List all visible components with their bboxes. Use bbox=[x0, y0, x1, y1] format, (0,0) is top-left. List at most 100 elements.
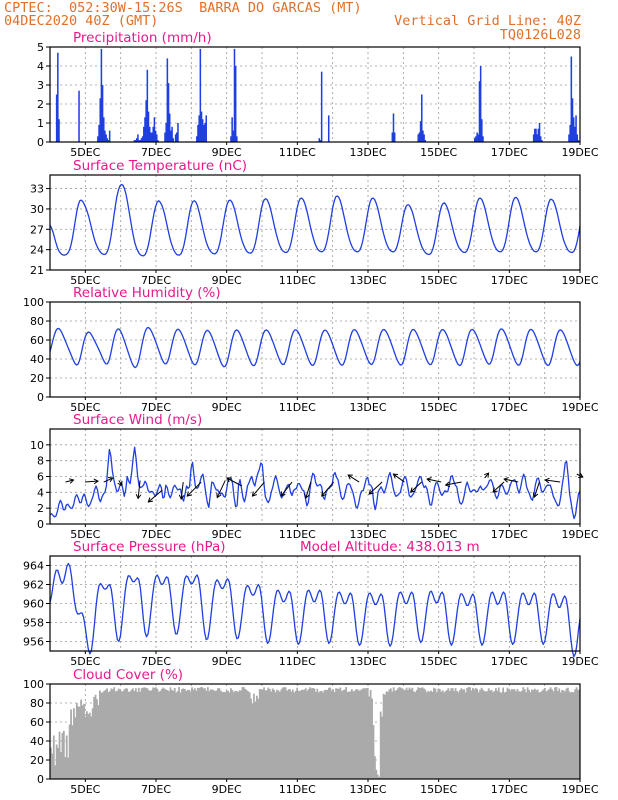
cloud-bar bbox=[450, 688, 453, 779]
cloud-bar bbox=[83, 703, 85, 779]
cloud-bar bbox=[375, 769, 378, 779]
cloud-bar bbox=[412, 691, 415, 779]
cloud-bar bbox=[88, 712, 91, 779]
cloud-bar bbox=[528, 689, 530, 779]
wind-vector bbox=[186, 481, 202, 497]
cloud-bar bbox=[235, 690, 238, 779]
cloud-bar bbox=[140, 688, 143, 779]
wind-vector-shaft bbox=[186, 481, 202, 497]
cloud-bar bbox=[551, 689, 553, 779]
cloud-bar bbox=[146, 688, 149, 779]
x-tick-label: 15DEC bbox=[420, 528, 457, 541]
x-tick-label: 15DEC bbox=[420, 401, 457, 414]
precip-bar bbox=[105, 134, 107, 142]
cloud-bar bbox=[227, 690, 229, 779]
x-tick-label: 5DEC bbox=[70, 146, 100, 159]
cloud-bar bbox=[195, 690, 198, 779]
precip-bar bbox=[576, 134, 578, 142]
cloud-bar bbox=[78, 706, 81, 779]
cloud-bar bbox=[123, 689, 126, 779]
cloud-bar bbox=[52, 735, 55, 779]
cloud-bar bbox=[290, 691, 293, 779]
cloud-bar bbox=[250, 698, 252, 779]
precip-bar bbox=[143, 126, 145, 142]
cloud-bar bbox=[510, 689, 513, 779]
x-tick-label: 13DEC bbox=[349, 783, 386, 796]
cloud-bar bbox=[150, 690, 153, 779]
wind-vector-shaft bbox=[533, 481, 540, 498]
cloud-bar bbox=[525, 692, 528, 779]
cloud-bar bbox=[84, 716, 87, 779]
cloud-bar bbox=[359, 690, 362, 779]
precip-bar bbox=[152, 126, 154, 142]
precip-bar bbox=[204, 123, 206, 142]
wind-vector bbox=[117, 480, 123, 487]
y-tick-label: 0 bbox=[37, 136, 44, 149]
cloud-bar bbox=[111, 689, 114, 779]
cloud-bar bbox=[159, 690, 162, 779]
precip-bar bbox=[571, 98, 574, 142]
wind-vector-head bbox=[409, 487, 416, 493]
cloud-bar bbox=[201, 687, 204, 779]
cloud-bar bbox=[54, 765, 57, 779]
wind-vector bbox=[65, 478, 75, 484]
cloud-bar bbox=[395, 689, 398, 779]
precip-bar bbox=[476, 132, 478, 142]
cloud-bar bbox=[366, 687, 369, 779]
x-tick-label: 9DEC bbox=[212, 528, 242, 541]
cloud-bar bbox=[253, 693, 255, 779]
cloud-bar bbox=[264, 690, 267, 779]
precip-bar bbox=[205, 115, 207, 142]
y-tick-label: 20 bbox=[30, 754, 44, 767]
cloud-bar bbox=[64, 757, 67, 779]
cloud-bar bbox=[489, 690, 492, 779]
cloud-bar bbox=[401, 688, 404, 779]
cloud-bar bbox=[217, 688, 219, 779]
cloud-bar bbox=[306, 690, 309, 779]
wind-vector bbox=[178, 481, 185, 501]
precip-bar bbox=[423, 134, 425, 142]
cloud-bar bbox=[293, 692, 296, 779]
cloud-bar bbox=[129, 691, 132, 779]
wind-vector-shaft bbox=[321, 481, 335, 497]
wind-vector-shaft bbox=[484, 472, 489, 479]
x-tick-label: 9DEC bbox=[212, 783, 242, 796]
wind-vector bbox=[544, 477, 561, 484]
precip-bar bbox=[157, 140, 159, 142]
cloud-bar bbox=[339, 687, 342, 779]
cloud-bar bbox=[104, 689, 107, 779]
cloud-bar bbox=[208, 691, 211, 779]
precip-bar bbox=[474, 138, 476, 142]
cloud-bar bbox=[271, 688, 274, 779]
precip-bar bbox=[230, 136, 232, 142]
cloud-bar bbox=[414, 692, 417, 779]
cloud-bar bbox=[186, 689, 189, 779]
series-line bbox=[49, 326, 581, 369]
cloud-bar bbox=[302, 689, 304, 779]
cloud-bar bbox=[378, 776, 381, 779]
x-tick-label: 11DEC bbox=[279, 401, 316, 414]
cloud-bar bbox=[356, 689, 359, 779]
cloud-bar bbox=[552, 691, 555, 779]
precip-bar bbox=[196, 136, 198, 142]
precip-bar bbox=[393, 132, 396, 142]
cloud-bar bbox=[212, 689, 215, 779]
cloud-bar bbox=[327, 687, 330, 779]
y-tick-label: 30 bbox=[30, 203, 44, 216]
cloud-bar bbox=[381, 716, 384, 779]
cloud-bar bbox=[464, 692, 467, 779]
wind-vector bbox=[226, 477, 243, 487]
precip-bar bbox=[197, 124, 199, 142]
precip-bar bbox=[479, 66, 482, 142]
cloud-bar bbox=[564, 691, 566, 779]
cloud-bar bbox=[490, 689, 493, 779]
precip-bar bbox=[98, 124, 100, 142]
x-tick-label: 5DEC bbox=[70, 274, 100, 287]
precip-bar bbox=[422, 130, 424, 142]
cloud-bar bbox=[565, 688, 568, 779]
cloud-bar bbox=[542, 689, 545, 779]
wind-vector-head bbox=[304, 493, 310, 499]
cloud-bar bbox=[575, 687, 578, 779]
y-tick-label: 40 bbox=[30, 735, 44, 748]
precip-bar bbox=[140, 138, 143, 142]
